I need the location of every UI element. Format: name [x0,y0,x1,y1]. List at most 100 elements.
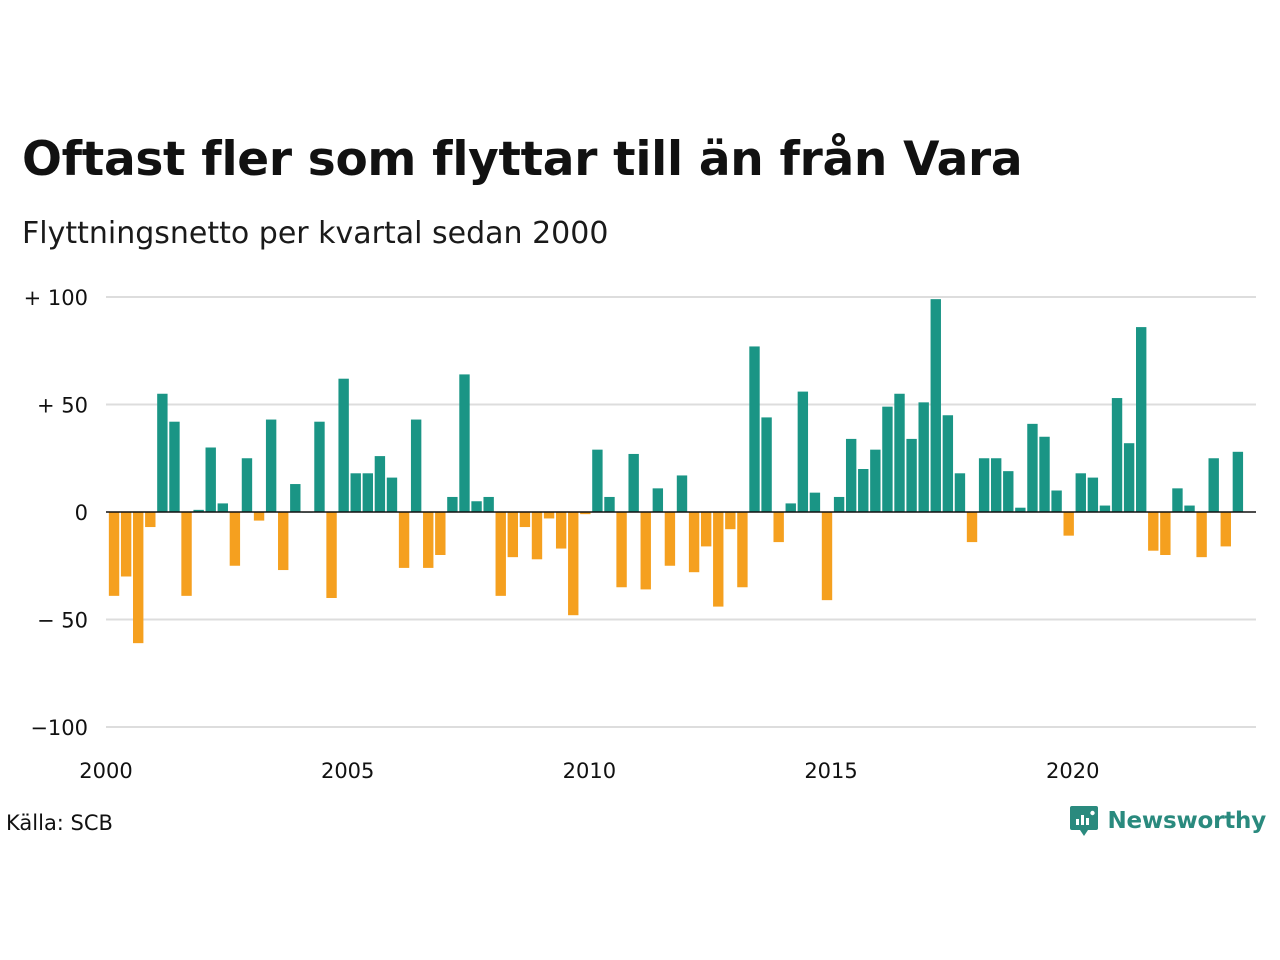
y-tick-label: − 50 [37,609,88,633]
bar [1232,451,1244,512]
bar [1160,512,1171,555]
bar [737,512,748,588]
bar [398,512,410,568]
bar [1148,512,1159,551]
newsworthy-logo-icon [1070,806,1099,836]
bar [676,475,688,512]
bar [809,492,821,512]
bar [749,346,760,512]
bar [580,512,591,515]
brand-logo: Newsworthy [1069,804,1266,838]
chart-subtitle: Flyttningsnetto per kvartal sedan 2000 [22,216,609,251]
bar [120,512,132,577]
bar [1172,488,1183,512]
bar [713,512,724,607]
y-tick-label: −100 [30,716,88,740]
x-tick-label: 2020 [1046,759,1099,783]
bar [1003,471,1014,512]
bar [314,421,325,512]
bar [374,456,386,512]
bar [326,512,337,598]
bar [990,458,1002,512]
bar [410,419,422,512]
bar [821,512,833,601]
bar [519,512,531,528]
bar [604,496,615,512]
bar [1039,436,1050,512]
bar [495,512,506,596]
x-axis-tick-labels: 2000 2005 2010 2015 2020 [79,759,1099,783]
bar [265,419,277,512]
bar [229,512,241,566]
y-tick-label: + 50 [37,394,88,418]
bar [241,458,253,512]
y-tick-label: + 100 [24,286,88,310]
brand-name: Newsworthy [1107,808,1266,834]
bar [882,406,893,512]
bar [290,484,301,512]
bar [930,299,941,512]
bar [700,512,712,547]
bar [362,473,373,512]
bar [640,512,651,590]
bar [568,512,579,616]
bar [1220,512,1231,547]
bar [773,512,784,543]
bar [193,509,204,512]
bar [1099,505,1111,512]
bar [169,421,180,512]
bar [483,496,494,512]
bar [954,473,966,512]
bar [1123,443,1135,512]
bar [459,374,470,512]
bar [1027,423,1038,512]
bar [108,512,120,596]
bar [1075,473,1086,512]
x-tick-label: 2015 [804,759,857,783]
bar [205,447,216,512]
bar [725,512,736,530]
x-tick-label: 2000 [79,759,132,783]
bar [978,458,990,512]
y-axis-tick-labels: + 100 + 50 0 − 50 −100 [24,286,88,740]
bar [942,415,954,512]
bar [1196,512,1207,558]
bar [1063,512,1074,536]
bar [471,501,482,512]
bar [1184,505,1195,512]
bar [628,453,639,512]
bar [531,512,543,560]
bar [181,512,192,596]
bar [906,438,917,512]
bar [797,391,809,512]
bar [447,496,458,512]
bar [133,512,144,644]
bar [616,512,627,588]
bar [543,512,555,519]
gridlines [106,296,1256,728]
x-tick-label: 2010 [563,759,616,783]
bar [386,477,398,512]
bar [845,438,857,512]
bar [1015,507,1026,512]
bar [145,512,156,528]
bar [278,512,289,571]
bar [966,512,978,543]
source-note: Källa: SCB [6,811,113,835]
chart-title: Oftast fler som flyttar till än från Var… [22,132,1023,187]
bar [858,469,869,512]
bar [157,393,168,512]
bar [1136,327,1147,512]
bar [507,512,519,558]
x-tick-label: 2005 [321,759,374,783]
bar [350,473,361,512]
bar [652,488,664,512]
bar [423,512,434,568]
bar [785,503,796,512]
y-tick-label: 0 [75,501,88,525]
bar [1111,398,1123,512]
bar [1087,477,1099,512]
bar [870,449,881,512]
bars [108,299,1244,644]
bar [555,512,567,549]
